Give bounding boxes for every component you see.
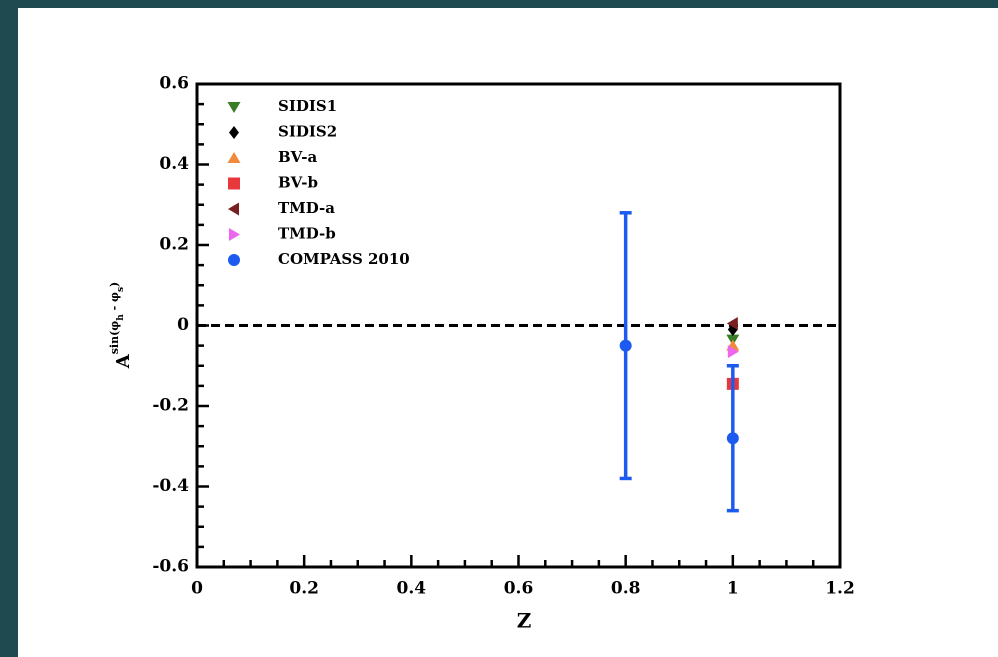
y-label-sup: sin(φ bbox=[108, 321, 121, 355]
x-tick-label: 0.2 bbox=[289, 579, 319, 599]
data-point bbox=[619, 339, 632, 352]
legend-marker bbox=[227, 152, 241, 163]
x-tick-label: 0.8 bbox=[611, 579, 641, 599]
data-point bbox=[727, 345, 739, 359]
legend-marker bbox=[228, 254, 240, 266]
legend-label: TMD-b bbox=[278, 225, 336, 243]
y-tick-label: -0.4 bbox=[152, 476, 189, 496]
y-axis-label: Asin(φh - φs) bbox=[108, 282, 134, 370]
screen bbox=[18, 8, 998, 657]
legend-label: SIDIS1 bbox=[278, 97, 337, 115]
data-point bbox=[726, 432, 739, 445]
y-tick-label: 0.6 bbox=[159, 74, 189, 94]
legend-marker bbox=[229, 126, 239, 139]
x-tick-label: 1 bbox=[727, 579, 739, 599]
legend-label: SIDIS2 bbox=[278, 123, 337, 141]
y-tick-label: -0.2 bbox=[152, 396, 189, 416]
legend-label: TMD-a bbox=[278, 199, 335, 217]
legend-label: COMPASS 2010 bbox=[278, 250, 410, 268]
legend-label: BV-b bbox=[278, 174, 318, 192]
plot-frame bbox=[195, 82, 842, 569]
x-axis-label: Z bbox=[517, 609, 532, 633]
y-label-sup: ) bbox=[108, 282, 121, 287]
x-tick-label: 0.4 bbox=[397, 579, 427, 599]
y-label-sub: s bbox=[116, 287, 126, 292]
y-label-base: A bbox=[113, 353, 134, 369]
x-tick-label: 0.6 bbox=[504, 579, 534, 599]
y-tick-label: 0.4 bbox=[159, 154, 189, 174]
data-point bbox=[726, 316, 738, 330]
legend-marker bbox=[228, 202, 239, 216]
y-tick-label: 0.2 bbox=[159, 235, 189, 255]
y-tick-label: -0.6 bbox=[152, 557, 189, 577]
x-tick-label: 1.2 bbox=[825, 579, 855, 599]
y-label-sup: - φ bbox=[108, 292, 121, 314]
legend-marker bbox=[229, 228, 240, 241]
legend-marker bbox=[227, 102, 241, 113]
y-tick-label: 0 bbox=[177, 315, 189, 335]
x-tick-label: 0 bbox=[191, 579, 203, 599]
legend-marker bbox=[228, 177, 240, 190]
y-label-sub: h bbox=[116, 314, 126, 321]
legend-label: BV-a bbox=[278, 148, 317, 166]
